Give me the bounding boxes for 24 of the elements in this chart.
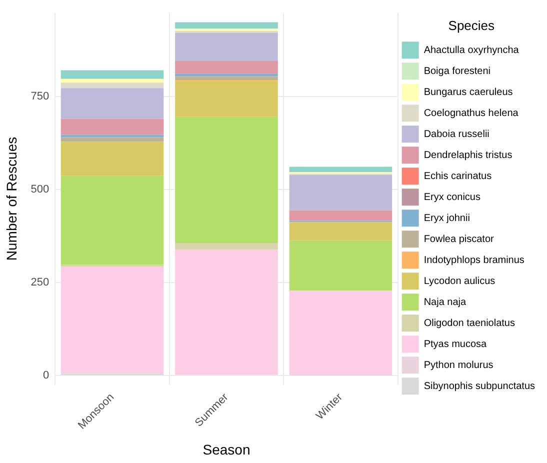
y-tick-label: 500 xyxy=(30,183,50,196)
legend-label: Naja naja xyxy=(424,296,467,308)
legend-label: Fowlea piscator xyxy=(424,234,495,245)
y-tick-label: 250 xyxy=(30,276,50,289)
legend-label: Ptyas mucosa xyxy=(424,338,488,350)
legend-label: Dendrelaphis tristus xyxy=(424,150,512,161)
legend-label: Boiga foresteni xyxy=(424,66,491,77)
legend-label: Eryx johnii xyxy=(424,212,470,224)
x-axis-title: Season xyxy=(202,441,250,458)
legend-label: Lycodon aulicus xyxy=(424,276,496,287)
legend-label: Indotyphlops braminus xyxy=(424,254,524,266)
legend-label: Ahactulla oxyrhyncha xyxy=(424,44,520,56)
legend-label: Echis carinatus xyxy=(424,170,492,182)
legend-label: Bungarus caeruleus xyxy=(424,86,513,98)
y-axis-title: Number of Rescues xyxy=(3,136,20,261)
legend-label: Eryx conicus xyxy=(424,192,480,203)
legend-label: Daboia russelii xyxy=(424,128,490,140)
legend-label: Sibynophis subpunctatus xyxy=(424,380,535,392)
legend-label: Coelognathus helena xyxy=(424,108,519,119)
legend-label: Oligodon taeniolatus xyxy=(424,318,515,329)
y-tick-label: 750 xyxy=(30,90,50,102)
legend-label: Python molurus xyxy=(424,360,494,371)
y-tick-label: 0 xyxy=(43,370,50,382)
legend-title: Species xyxy=(448,18,496,34)
